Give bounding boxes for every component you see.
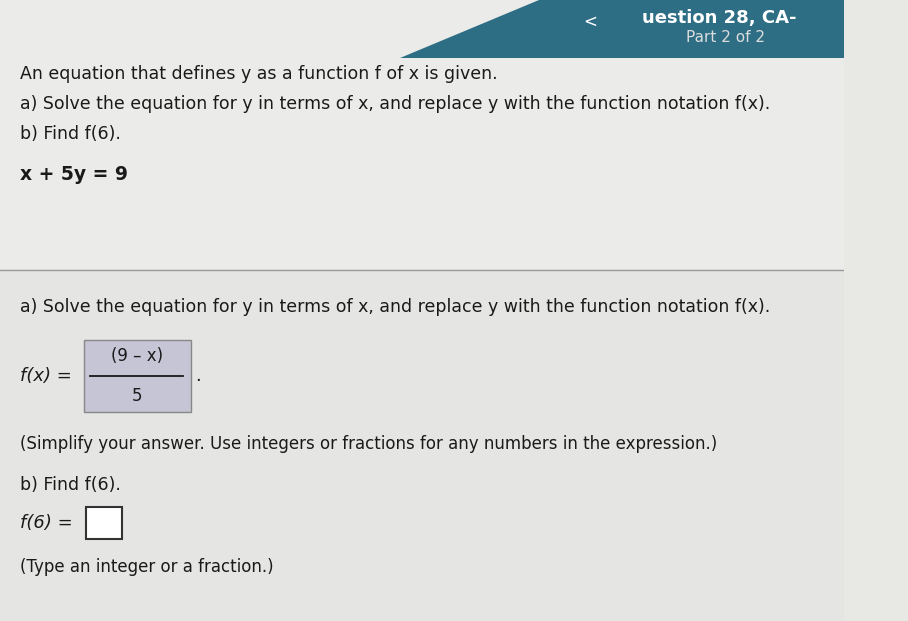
Text: b) Find f(6).: b) Find f(6). bbox=[21, 125, 122, 143]
Bar bbox=[0, 0, 844, 290]
Bar bbox=[86, 507, 122, 539]
Text: uestion 28, CA-: uestion 28, CA- bbox=[642, 9, 796, 27]
Text: a) Solve the equation for y in terms of x, and replace y with the function notat: a) Solve the equation for y in terms of … bbox=[21, 298, 771, 316]
Text: <: < bbox=[584, 13, 597, 31]
Bar bbox=[84, 340, 191, 412]
Text: Part 2 of 2: Part 2 of 2 bbox=[686, 30, 765, 45]
Text: (Type an integer or a fraction.): (Type an integer or a fraction.) bbox=[21, 558, 274, 576]
Text: x + 5y = 9: x + 5y = 9 bbox=[21, 165, 128, 184]
Text: f(x) =: f(x) = bbox=[21, 367, 78, 385]
Text: b) Find f(6).: b) Find f(6). bbox=[21, 476, 122, 494]
Text: .: . bbox=[195, 367, 201, 385]
Text: 5: 5 bbox=[132, 387, 142, 405]
Text: (9 – x): (9 – x) bbox=[111, 347, 163, 365]
Bar bbox=[0, 270, 844, 621]
Text: f(6) =: f(6) = bbox=[21, 514, 79, 532]
Text: a) Solve the equation for y in terms of x, and replace y with the function notat: a) Solve the equation for y in terms of … bbox=[21, 95, 771, 113]
Text: An equation that defines y as a function f of x is given.: An equation that defines y as a function… bbox=[21, 65, 498, 83]
Text: (Simplify your answer. Use integers or fractions for any numbers in the expressi: (Simplify your answer. Use integers or f… bbox=[21, 435, 717, 453]
Polygon shape bbox=[400, 0, 849, 58]
